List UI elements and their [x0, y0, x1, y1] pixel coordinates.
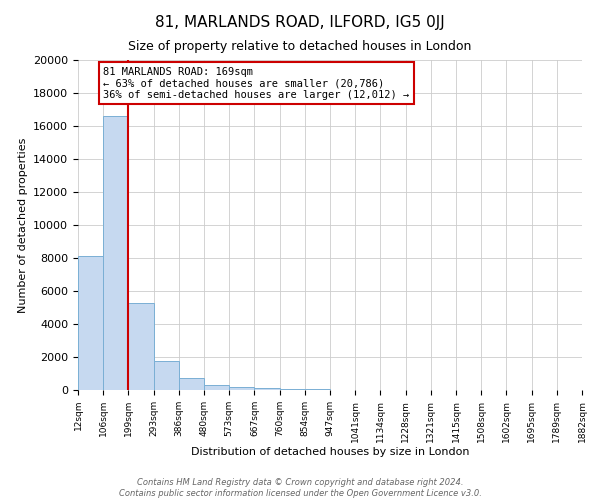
- Bar: [305, 388, 330, 390]
- Text: Size of property relative to detached houses in London: Size of property relative to detached ho…: [128, 40, 472, 53]
- Bar: [128, 302, 154, 390]
- Bar: [103, 116, 128, 390]
- Bar: [78, 256, 103, 390]
- Bar: [254, 388, 280, 390]
- Bar: [179, 378, 204, 390]
- Text: Contains HM Land Registry data © Crown copyright and database right 2024.
Contai: Contains HM Land Registry data © Crown c…: [119, 478, 481, 498]
- Bar: [280, 388, 305, 390]
- Bar: [154, 361, 179, 390]
- Text: 81 MARLANDS ROAD: 169sqm
← 63% of detached houses are smaller (20,786)
36% of se: 81 MARLANDS ROAD: 169sqm ← 63% of detach…: [103, 66, 409, 100]
- Y-axis label: Number of detached properties: Number of detached properties: [17, 138, 28, 312]
- Bar: [229, 386, 254, 390]
- Text: 81, MARLANDS ROAD, ILFORD, IG5 0JJ: 81, MARLANDS ROAD, ILFORD, IG5 0JJ: [155, 15, 445, 30]
- X-axis label: Distribution of detached houses by size in London: Distribution of detached houses by size …: [191, 448, 469, 458]
- Bar: [204, 385, 229, 390]
